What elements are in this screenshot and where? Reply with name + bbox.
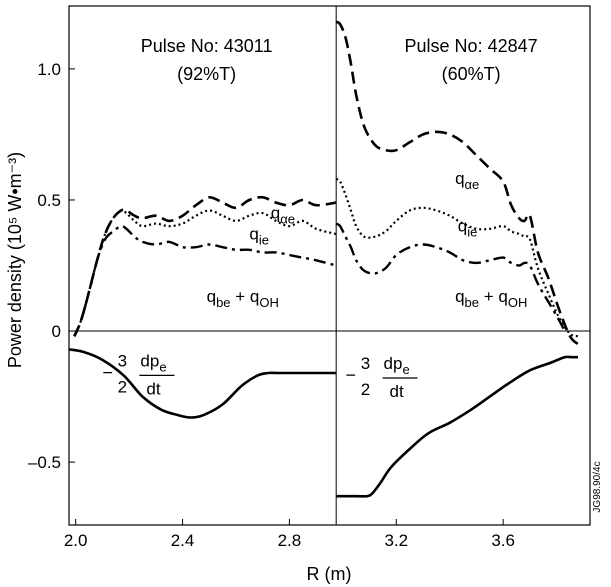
y-ticks: 1.0 0.5 0 –0.5 [28,60,75,472]
plot-frame [68,5,591,526]
dpe-dt-label: −3 2 dpe dt [102,351,175,398]
plot-border [68,5,591,526]
x-tick-label: 2.0 [64,531,88,550]
panel-title-line1: Pulse No: 43011 [141,36,273,56]
derivative-top: dpe [384,354,410,377]
series-solid-panel-1 [68,348,337,419]
y-axis-label: Power density (10⁵ W•m⁻³) [5,152,25,368]
derivative-bottom: dt [146,379,160,398]
figure-id-watermark: JG98.90/4c [592,461,603,512]
x-tick-label: 3.2 [384,531,408,550]
x-tick-label: 2.8 [278,531,302,550]
series-solid-panel-2 [336,355,578,498]
panel-title-line2: (92%T) [177,64,236,84]
axes-lines [69,6,590,525]
panel-title-line1: Pulse No: 42847 [405,36,538,56]
fraction-denominator: 2 [361,380,370,399]
qie-label: qie [458,216,478,239]
derivative-top: dpe [140,351,166,374]
fraction-numerator: 3 [361,354,370,373]
y-tick-label: 0.5 [37,191,61,210]
qie-label: qie [249,224,269,247]
series-dashed-panel-1 [73,195,337,337]
dpe-dt-label: −3 2 dpe dt [346,354,418,401]
minus-sign: − [346,365,357,385]
fraction-denominator: 2 [118,377,127,396]
x-ticks: 2.0 2.4 2.8 3.2 3.6 [64,519,515,550]
qbe-qoh-label: qbe + qOH [455,287,527,310]
series-dotted-panel-2 [335,177,579,338]
x-tick-label: 2.4 [171,531,195,550]
y-tick-label: 0 [52,322,61,341]
series-dashdot-panel-2 [335,222,566,332]
series-curves [68,20,579,498]
series-dashed-panel-2 [335,20,579,346]
x-axis-label: R (m) [307,564,352,584]
qae-label: qαe [271,203,295,226]
qbe-qoh-label: qbe + qOH [207,287,279,310]
minus-sign: − [102,362,113,382]
series-dotted-panel-1 [73,209,337,337]
derivative-bottom: dt [390,382,404,401]
y-tick-label: –0.5 [28,453,61,472]
panel-title-line2: (60%T) [442,64,501,84]
y-tick-label: 1.0 [37,60,61,79]
series-dashdot-panel-1 [73,224,337,337]
qae-label: qαe [455,169,479,192]
x-tick-label: 3.6 [491,531,515,550]
panel-titles: Pulse No: 43011 (92%T) Pulse No: 42847 (60%… [141,36,538,84]
fraction-numerator: 3 [118,351,127,370]
